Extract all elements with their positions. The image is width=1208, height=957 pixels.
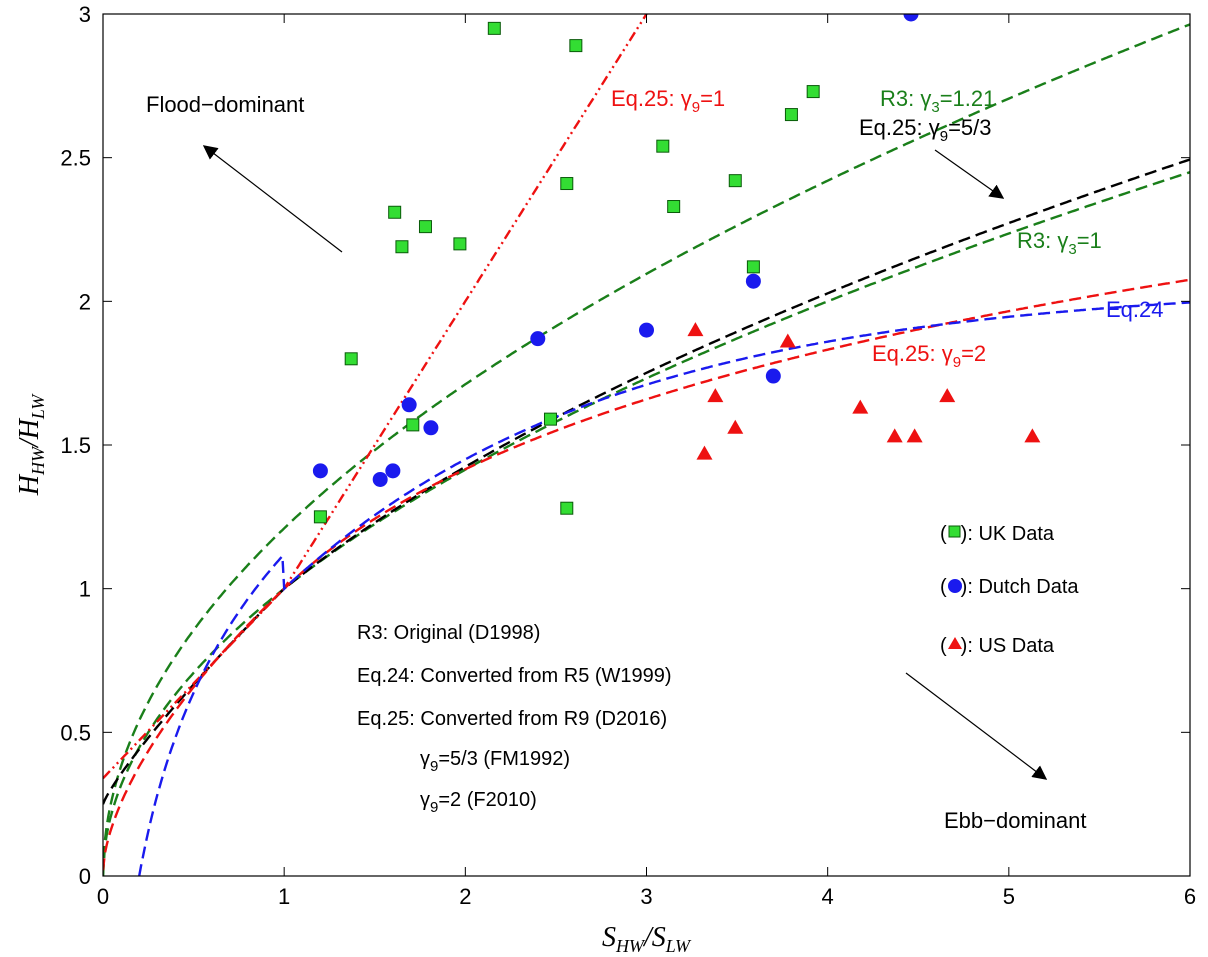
point-dutch — [385, 463, 401, 479]
ebb-dominant-arrow — [905, 672, 1048, 780]
curves-layer — [103, 14, 1190, 876]
point-uk — [344, 352, 358, 366]
ticks-layer: 0 1 2 3 4 5 6 0 0.5 1 1.5 2 2.5 3 — [60, 2, 1196, 909]
point-uk — [418, 220, 432, 234]
legend-entry-dutch: (): Dutch Data — [940, 576, 1079, 598]
point-uk — [487, 21, 501, 35]
curve-label-r3-g1: R3: γ3=1 — [1017, 228, 1102, 258]
point-uk — [784, 108, 798, 122]
point-us — [852, 399, 869, 414]
curve-label-eq24: Eq.24 — [1106, 297, 1164, 322]
flood-dominant-label: Flood−dominant — [146, 92, 304, 117]
flood-dominant-arrow — [202, 145, 343, 253]
notes-block: R3: Original (D1998) Eq.24: Converted fr… — [357, 622, 672, 816]
point-us — [906, 428, 923, 443]
curve-eq25-g53 — [103, 158, 1190, 805]
note-line-4: γ9=5/3 (FM1992) — [420, 748, 570, 775]
point-dutch — [530, 331, 546, 347]
x-axis-label: SHW/SLW — [602, 922, 692, 956]
note-line-5: γ9=2 (F2010) — [420, 789, 537, 816]
point-us — [1024, 428, 1041, 443]
point-us — [727, 419, 744, 434]
point-uk — [453, 237, 467, 251]
point-uk — [569, 39, 583, 53]
curve-label-eq25-g53: Eq.25: γ9=5/3 — [859, 115, 992, 145]
point-uk — [728, 174, 742, 188]
point-dutch — [372, 471, 388, 487]
x-tick-label: 4 — [822, 884, 834, 909]
x-tick-label: 5 — [1003, 884, 1015, 909]
point-dutch — [423, 420, 439, 436]
legend: (): UK Data (): Dutch Data (): US Data — [940, 523, 1079, 657]
point-uk — [395, 240, 409, 254]
point-us — [696, 445, 713, 460]
point-uk — [560, 501, 574, 515]
points-layer — [312, 14, 1041, 524]
point-uk — [746, 260, 760, 274]
legend-marker-dutch — [948, 579, 962, 593]
note-line-3: Eq.25: Converted from R9 (D2016) — [357, 708, 667, 730]
x-tick-label: 6 — [1184, 884, 1196, 909]
point-dutch — [745, 273, 761, 289]
point-uk — [543, 412, 557, 426]
y-tick-label: 0 — [79, 864, 91, 889]
point-uk — [656, 139, 670, 153]
y-tick-label: 1 — [79, 577, 91, 602]
legend-entry-us: (): US Data — [940, 635, 1055, 657]
point-dutch — [312, 463, 328, 479]
ebb-dominant-label: Ebb−dominant — [944, 808, 1087, 833]
curve-label-eq25-g1: Eq.25: γ9=1 — [611, 86, 725, 116]
point-dutch — [639, 322, 654, 338]
point-dutch — [903, 14, 919, 22]
y-tick-label: 1.5 — [60, 433, 91, 458]
curve-label-r3-g121: R3: γ3=1.21 — [880, 86, 995, 116]
y-tick-label: 2.5 — [60, 146, 91, 171]
y-tick-label: 2 — [79, 289, 91, 314]
point-uk — [560, 177, 574, 191]
x-tick-label: 3 — [640, 884, 652, 909]
point-us — [939, 388, 956, 403]
x-tick-label: 2 — [459, 884, 471, 909]
point-uk — [806, 85, 820, 99]
point-us — [886, 428, 903, 443]
legend-marker-us — [948, 637, 962, 649]
point-dutch — [401, 397, 417, 413]
y-tick-label: 0.5 — [60, 720, 91, 745]
point-uk — [313, 510, 327, 524]
curve-r3-g121 — [103, 23, 1190, 876]
point-us — [707, 388, 724, 403]
x-tick-label: 1 — [278, 884, 290, 909]
legend-entry-uk: (): UK Data — [940, 523, 1055, 545]
legend-marker-uk — [948, 525, 961, 538]
eq25-g53-pointer-arrow — [934, 149, 1005, 199]
point-us — [779, 333, 796, 348]
point-us — [687, 322, 704, 337]
y-tick-label: 3 — [79, 2, 91, 27]
curve-label-eq25-g2: Eq.25: γ9=2 — [872, 341, 986, 371]
note-line-1: R3: Original (D1998) — [357, 622, 540, 644]
point-dutch — [765, 368, 781, 384]
point-uk — [406, 418, 420, 432]
point-uk — [388, 205, 402, 219]
y-axis-label: HHW/HLW — [14, 393, 48, 497]
point-uk — [667, 200, 681, 214]
curve-eq25-g2 — [103, 278, 1190, 871]
x-tick-label: 0 — [97, 884, 109, 909]
note-line-2: Eq.24: Converted from R5 (W1999) — [357, 665, 672, 687]
